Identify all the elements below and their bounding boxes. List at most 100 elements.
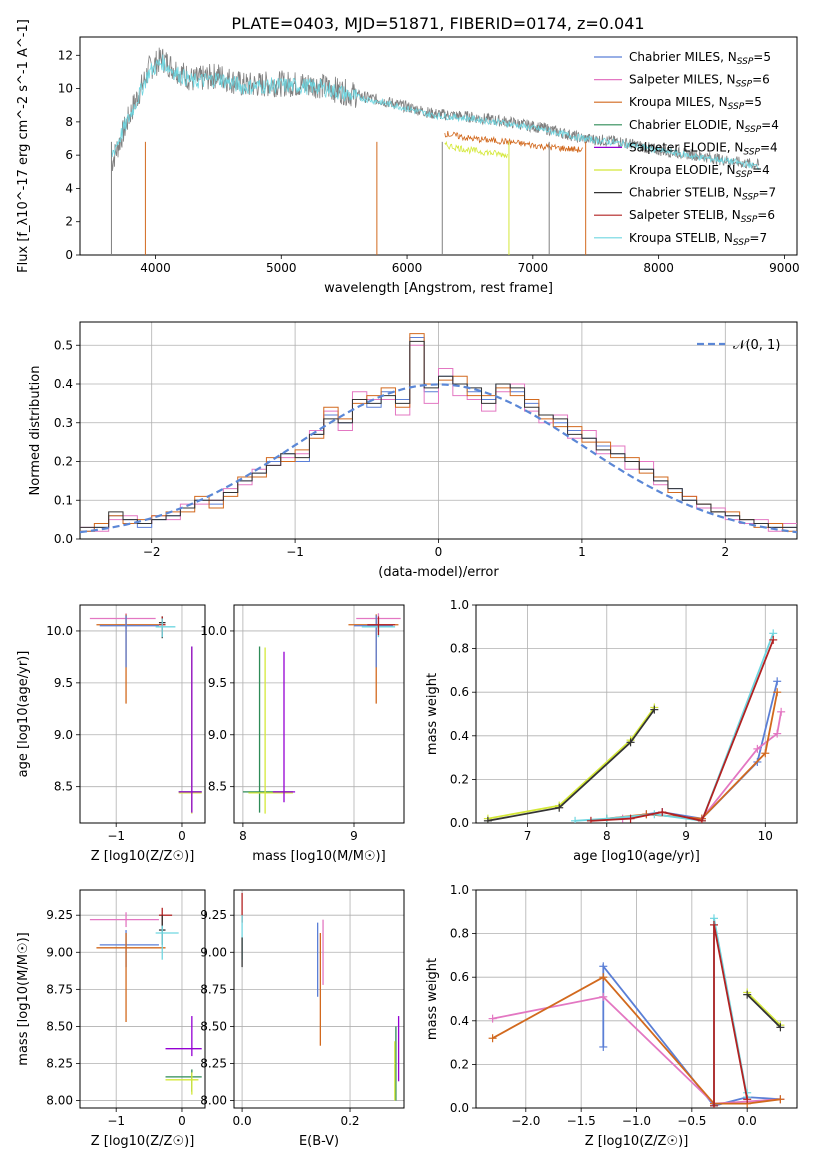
y-tick-label: 6 xyxy=(65,148,73,162)
x-tick-label: 4000 xyxy=(140,261,171,275)
legend-label-sub: SSP xyxy=(736,170,753,180)
plot-area-age-vs-Z xyxy=(89,613,202,814)
legend-label-main: Kroupa STELIB, N xyxy=(629,231,733,245)
x-axis-label: mass [log10(M/M☉)] xyxy=(252,849,385,864)
x-axis-label: age [log10(age/yr)] xyxy=(573,849,700,864)
y-tick-label: 9.00 xyxy=(200,945,227,959)
legend-label-main: Kroupa MILES, N xyxy=(629,95,728,109)
axes-frame xyxy=(233,604,405,824)
legend-label-tail: =7 xyxy=(759,186,777,200)
x-tick-label: 0 xyxy=(178,829,186,843)
y-tick-label: 8.5 xyxy=(208,780,227,794)
y-tick-label: 8.5 xyxy=(54,780,73,794)
y-tick-label: 9.0 xyxy=(208,728,227,742)
series-line-model-orange xyxy=(444,131,583,153)
y-tick-label: 0.4 xyxy=(450,729,469,743)
x-tick-label: −1.5 xyxy=(567,1114,596,1128)
y-tick-label: 9.5 xyxy=(208,676,227,690)
legend-label: Salpeter STELIB, NSSP=6 xyxy=(629,208,775,225)
y-tick-label: 9.00 xyxy=(46,945,73,959)
legend-label-tail: =4 xyxy=(761,118,779,132)
legend-label-tail: =5 xyxy=(753,50,771,64)
y-tick-label: 8.25 xyxy=(46,1057,73,1071)
y-tick-label: 0.0 xyxy=(54,532,73,546)
legend-label-main: Chabrier MILES, N xyxy=(629,50,737,64)
plot-area-weight-vs-age xyxy=(483,629,786,823)
y-tick-label: 8.00 xyxy=(46,1094,73,1108)
x-tick-label: 8000 xyxy=(643,261,674,275)
y-tick-label: 0.5 xyxy=(54,338,73,352)
axes-frame xyxy=(475,604,798,824)
legend-label-sub: SSP xyxy=(742,193,759,203)
x-axis-label: wavelength [Angstrom, rest frame] xyxy=(324,281,553,296)
legend-label-tail: =6 xyxy=(757,208,775,222)
x-tick-label: −2.0 xyxy=(511,1114,540,1128)
panels: 4000 5000 6000 7000 8000 9000024681012wavelen… xyxy=(16,19,800,1149)
axes-frame xyxy=(79,36,798,256)
y-tick-label: 10.0 xyxy=(46,624,73,638)
y-tick-label: 0.4 xyxy=(450,1014,469,1028)
x-tick-label: 0 xyxy=(435,545,443,559)
figure-title: PLATE=0403, MJD=51871, FIBERID=0174, z=0… xyxy=(231,14,644,33)
plot-area-age-vs-mass xyxy=(242,613,401,814)
x-tick-label: 0.0 xyxy=(233,1114,252,1128)
x-axis-label: Z [log10(Z/Z☉)] xyxy=(91,849,195,864)
histogram-step-3 xyxy=(80,340,797,528)
y-tick-label: 0.6 xyxy=(450,970,469,984)
weight-line-Chabrier STELIB xyxy=(746,993,782,1028)
legend-label-sub: SSP xyxy=(745,125,762,135)
y-axis-label: Normed distribution xyxy=(28,366,43,496)
legend-label-main: Salpeter MILES, N xyxy=(629,73,736,87)
weight-line-Kroupa ELODIE xyxy=(487,706,656,820)
legend-label-tail: =6 xyxy=(752,73,770,87)
legend-label-tail: =7 xyxy=(749,231,767,245)
legend-label-tail: =4 xyxy=(752,163,770,177)
x-tick-label: −1 xyxy=(286,545,304,559)
x-tick-label: 2 xyxy=(721,545,729,559)
y-axis-label: mass weight xyxy=(425,673,440,755)
y-tick-label: 8.50 xyxy=(46,1019,73,1033)
x-axis-label: Z [log10(Z/Z☉)] xyxy=(91,1134,195,1149)
plot-area-mass-vs-Z xyxy=(89,907,202,1095)
legend-label-main: Kroupa ELODIE, N xyxy=(629,163,736,177)
y-axis-label: mass weight xyxy=(425,958,440,1040)
y-axis-label: Flux [f_λ10^-17 erg cm^-2 s^-1 A^-1] xyxy=(16,19,31,273)
y-tick-label: 8.75 xyxy=(46,982,73,996)
y-tick-label: 0.0 xyxy=(450,816,469,830)
y-tick-label: 4 xyxy=(65,181,73,195)
y-axis-label: age [log10(age/yr)] xyxy=(16,651,31,778)
legend-label: Kroupa ELODIE, NSSP=4 xyxy=(629,163,770,180)
weight-line-Kroupa ELODIE xyxy=(746,991,782,1026)
y-tick-label: 0.2 xyxy=(54,455,73,469)
plot-area-mass-vs-EBV xyxy=(241,892,400,1101)
legend-label-sub: SSP xyxy=(728,102,745,112)
x-tick-label: 10 xyxy=(758,829,773,843)
weight-line-Salpeter STELIB xyxy=(713,924,749,1106)
panel-weight-vs-age: 7 8 9 10 0.0 0.2 0.4 0.6 0.8 1.0 age [log10(age/yr… xyxy=(425,598,798,864)
x-tick-label: 7000 xyxy=(518,261,549,275)
y-tick-label: 0.2 xyxy=(450,772,469,786)
legend-label-sub: SSP xyxy=(733,238,750,248)
weight-line-Kroupa STELIB xyxy=(575,632,775,822)
x-axis-label: E(B-V) xyxy=(299,1134,339,1149)
legend-label-sub: SSP xyxy=(737,57,754,67)
x-tick-label: 0.0 xyxy=(738,1114,757,1128)
panel-mass-vs-EBV: 0.0 0.2 8.00 8.25 8.50 8.75 9.00 9.25 E(B-V) xyxy=(200,889,405,1149)
x-tick-label: 9 xyxy=(350,829,358,843)
plot-area-spectrum xyxy=(110,47,760,255)
x-axis-label: Z [log10(Z/Z☉)] xyxy=(585,1134,689,1149)
weight-line-Chabrier STELIB xyxy=(487,709,656,822)
y-tick-label: 0.8 xyxy=(450,927,469,941)
x-tick-label: 6000 xyxy=(392,261,423,275)
axes-frame xyxy=(79,889,206,1109)
series-line-data xyxy=(111,47,760,172)
y-tick-label: 1.0 xyxy=(450,883,469,897)
panel-weight-vs-Z: −2.0 −1.5 −1.0 −0.5 0.0 0.0 0.2 0.4 0.6 0.8 1.0 Z [… xyxy=(425,883,798,1149)
panel-age-vs-Z: −1 0 8.5 9.0 9.5 10.0 Z [log10(Z/Z☉)] age [log1… xyxy=(16,604,206,864)
legend-label-tail: =4 xyxy=(760,140,778,154)
y-tick-label: 0.0 xyxy=(450,1101,469,1115)
legend-label-sub: SSP xyxy=(741,215,758,225)
x-tick-label: 9000 xyxy=(769,261,800,275)
panel-residuals: −2 −1 0 1 2 0.0 0.1 0.2 0.3 0.4 0.5 𝒩(0, 1) (data-mo… xyxy=(28,321,798,580)
